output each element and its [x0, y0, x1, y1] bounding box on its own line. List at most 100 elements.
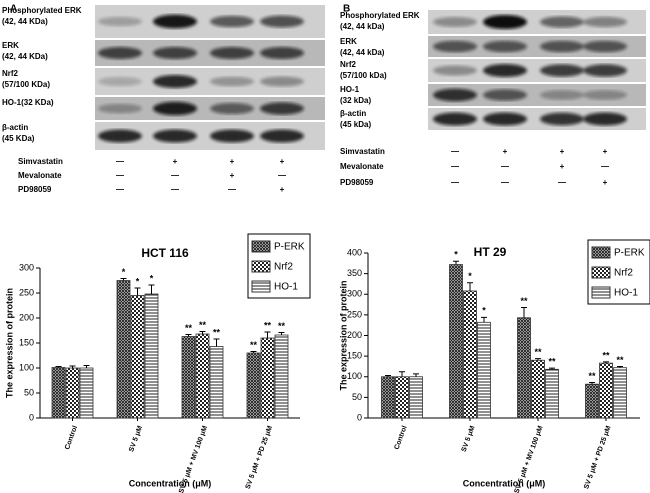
- panel-label: A: [10, 4, 17, 15]
- blot-band: [260, 76, 304, 87]
- significance-mark: **: [602, 350, 610, 360]
- blot-band: [153, 74, 197, 89]
- treatment-mark: +: [560, 147, 565, 156]
- bar: [409, 376, 423, 419]
- treatment-label: Simvastatin: [340, 147, 385, 156]
- significance-mark: *: [122, 267, 126, 277]
- blot-row-label: HO-1(32 KDa): [2, 98, 54, 107]
- error-bar: [413, 373, 419, 377]
- blot-band: [210, 15, 254, 28]
- blot-row-label: (57/100 KDa): [2, 80, 50, 89]
- blot-row-label: HO-1: [340, 85, 360, 94]
- bar: [463, 290, 477, 419]
- significance-mark: *: [482, 306, 486, 316]
- blot-band: [483, 89, 527, 101]
- x-tick-label: Control: [394, 425, 409, 451]
- blot-band: [583, 40, 627, 53]
- error-bar: [69, 365, 76, 368]
- legend-label: P-ERK: [274, 242, 305, 253]
- blot-row-label: Phosphorylated ERK: [2, 6, 82, 15]
- x-tick-label: SV 5 μM: [461, 425, 477, 453]
- blot-band: [260, 15, 304, 28]
- blot-band: [483, 15, 527, 29]
- blot-row-label: (45 KDa): [2, 134, 35, 143]
- legend-swatch: [591, 246, 611, 259]
- y-tick-label: 50: [352, 392, 362, 402]
- treatment-mark: +: [280, 185, 285, 194]
- blot-band: [540, 40, 584, 53]
- blot-strip: [428, 59, 646, 82]
- legend-label: P-ERK: [614, 248, 645, 259]
- blot-strip: [428, 108, 646, 130]
- significance-mark: *: [136, 276, 140, 286]
- blot-band: [483, 112, 527, 126]
- error-bar: [521, 306, 527, 318]
- significance-mark: **: [213, 327, 221, 337]
- blot-row-label: Phosphorylated ERK: [340, 11, 420, 20]
- error-bar: [185, 334, 192, 337]
- bar: [381, 376, 395, 419]
- blot-band: [583, 112, 627, 126]
- y-tick-label: 0: [29, 412, 34, 422]
- blot-band: [153, 129, 197, 143]
- blot-row-label: (45 kDa): [340, 120, 371, 129]
- blot-band: [153, 46, 197, 60]
- bar: [449, 264, 463, 419]
- blot-band: [98, 103, 142, 114]
- significance-mark: **: [548, 356, 556, 366]
- treatment-label: Mevalonate: [340, 162, 384, 171]
- treatment-mark: —: [171, 185, 179, 194]
- blot-band: [583, 16, 627, 28]
- significance-mark: **: [616, 355, 624, 365]
- treatment-mark: +: [560, 162, 565, 171]
- blot-row-label: β-actin: [2, 123, 28, 132]
- y-tick-label: 200: [347, 330, 362, 340]
- blot-band: [98, 46, 142, 60]
- legend-swatch: [251, 280, 271, 293]
- error-bar: [549, 367, 555, 370]
- y-tick-label: 0: [357, 412, 362, 422]
- blot-band: [483, 40, 527, 53]
- treatment-mark: —: [116, 185, 124, 194]
- x-tick-label: SV 5 μM: [128, 425, 144, 453]
- treatment-mark: +: [603, 147, 608, 156]
- chart-title: HT 29: [474, 245, 507, 259]
- error-bar: [120, 278, 127, 281]
- error-bar: [55, 366, 62, 368]
- legend-swatch: [591, 286, 611, 299]
- blot-row-label: Nrf2: [340, 60, 357, 69]
- x-axis-label: Concentration (μM): [129, 478, 212, 488]
- blot-band: [98, 129, 142, 143]
- treatment-mark: —: [171, 171, 179, 180]
- bar: [531, 359, 545, 419]
- treatment-mark: —: [601, 162, 609, 171]
- blot-band: [540, 16, 584, 28]
- significance-mark: **: [250, 340, 258, 350]
- significance-mark: **: [199, 320, 207, 330]
- blot-band: [483, 63, 527, 78]
- legend-swatch: [251, 240, 271, 253]
- y-tick-label: 250: [19, 287, 34, 297]
- blot-band: [98, 76, 142, 87]
- blot-row-label: (42, 44 KDa): [2, 52, 48, 61]
- bar: [130, 295, 145, 419]
- error-bar: [213, 338, 220, 347]
- treatment-mark: —: [116, 157, 124, 166]
- legend-swatch: [591, 266, 611, 279]
- bar: [395, 376, 409, 419]
- error-bar: [83, 365, 90, 368]
- blot-strip: [428, 36, 646, 57]
- y-tick-label: 200: [19, 312, 34, 322]
- error-bar: [199, 331, 206, 334]
- treatment-mark: +: [230, 171, 235, 180]
- y-tick-label: 250: [347, 309, 362, 319]
- treatment-mark: —: [278, 171, 286, 180]
- treatment-mark: —: [501, 162, 509, 171]
- error-bar: [148, 284, 155, 294]
- bar: [246, 352, 261, 419]
- treatment-label: Simvastatin: [18, 157, 63, 166]
- bar: [51, 367, 66, 419]
- y-tick-label: 150: [19, 337, 34, 347]
- bar: [585, 383, 599, 419]
- y-tick-label: 400: [347, 247, 362, 257]
